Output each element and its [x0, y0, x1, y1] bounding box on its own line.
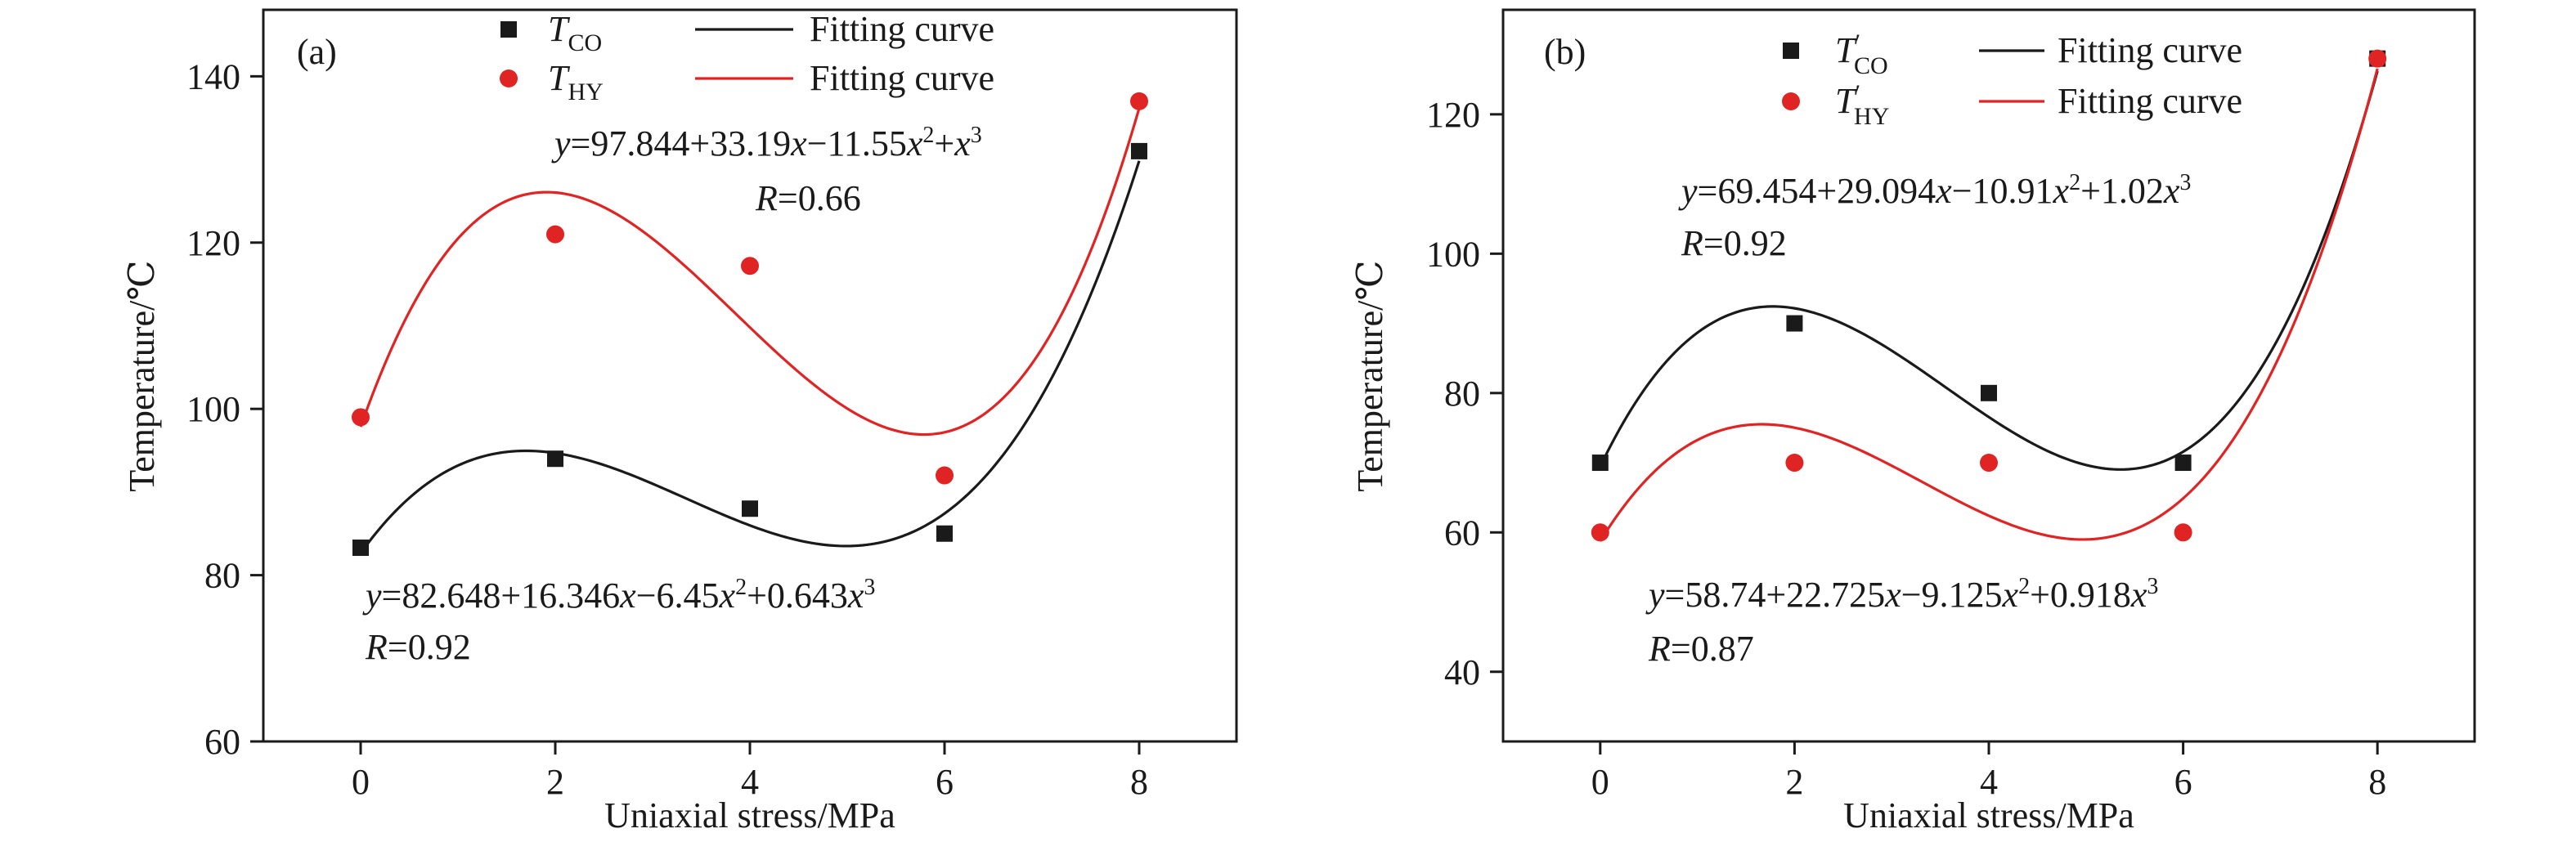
data-point-series-2: [936, 466, 954, 485]
data-point-series-2: [1785, 454, 1804, 473]
fitting-curve-series-2: [1599, 68, 2379, 542]
legend-line-label: Fitting curve: [810, 9, 994, 49]
data-point-series-1: [1131, 142, 1147, 159]
fit-r-value-series-1: R=0.92: [1681, 223, 1787, 263]
legend-series-name: T′ CO: [1835, 29, 1888, 79]
fit-r-value-series-1: R=0.92: [365, 627, 471, 667]
x-tick-label: 2: [1785, 762, 1803, 802]
legend-series-name: THY: [548, 58, 604, 105]
legend-marker: [1782, 92, 1800, 110]
fit-equation-series-2: y=97.844+33.19x−11.55x2+x3: [551, 123, 982, 163]
data-point-series-1: [936, 525, 953, 542]
data-point-series-1: [547, 450, 563, 468]
data-point-series-1: [1591, 455, 1609, 472]
data-point-series-2: [1130, 92, 1148, 110]
fit-r-value-series-2: R=0.87: [1648, 629, 1754, 669]
y-tick-label: 60: [204, 722, 240, 762]
data-point-series-1: [1981, 384, 1997, 401]
data-point-series-2: [546, 225, 564, 244]
fit-equation-series-1: y=69.454+29.094x−10.91x2+1.02x3: [1678, 170, 2191, 211]
legend-line-label: Fitting curve: [810, 58, 994, 98]
data-point-series-2: [2174, 523, 2192, 542]
x-tick-label: 4: [1980, 762, 1998, 802]
y-tick-label: 100: [1426, 234, 1480, 274]
x-tick-label: 6: [2174, 762, 2192, 802]
x-tick-label: 0: [1591, 762, 1609, 802]
chart-panel-a: 0 2 4 6 8 60 80 100 120 140 Uniaxial stress/MPa Tem…: [122, 8, 1238, 835]
chart-panel-b: 0 2 4 6 8 40 60 80 100 120 Uniaxial stress/MPa Temp…: [1350, 8, 2476, 835]
legend-marker: [1783, 43, 1799, 59]
legend-series-name: TCO: [548, 9, 602, 56]
x-axis-title: Uniaxial stress/MPa: [1843, 795, 2134, 835]
data-point-series-1: [352, 540, 369, 557]
y-tick-label: 60: [1444, 513, 1480, 553]
x-tick-label: 4: [741, 762, 759, 802]
data-point-series-2: [2368, 49, 2387, 68]
fit-r-value-series-2: R=0.66: [755, 178, 861, 218]
x-tick-label: 2: [546, 762, 564, 802]
x-tick-label: 8: [1130, 762, 1148, 802]
data-point-series-2: [1980, 454, 1998, 473]
fitting-curve-series-1: [359, 160, 1141, 554]
x-tick-label: 0: [352, 762, 370, 802]
y-tick-label: 100: [186, 389, 240, 429]
y-axis-title: Temperature/℃: [122, 260, 162, 491]
legend-marker: [500, 21, 517, 38]
data-point-series-1: [742, 500, 758, 517]
y-axis-title: Temperature/℃: [1350, 260, 1390, 491]
panel-label: (b): [1544, 32, 1586, 72]
fitting-curve-series-2: [359, 107, 1141, 437]
data-point-series-2: [352, 408, 370, 427]
data-point-series-2: [1591, 523, 1609, 542]
legend-marker: [500, 69, 518, 87]
legend-line-label: Fitting curve: [2058, 81, 2242, 121]
panel-label: (a): [297, 32, 337, 72]
data-point-series-1: [2174, 455, 2192, 472]
x-tick-label: 6: [936, 762, 954, 802]
y-tick-label: 80: [1444, 374, 1480, 414]
fit-equation-series-1: y=82.648+16.346x−6.45x2+0.643x3: [362, 575, 875, 616]
y-tick-label: 120: [1426, 95, 1480, 135]
y-tick-label: 80: [204, 556, 240, 596]
x-axis-title: Uniaxial stress/MPa: [604, 795, 895, 835]
legend-series-name: T′ HY: [1835, 80, 1889, 130]
y-tick-label: 120: [186, 223, 240, 263]
fit-equation-series-2: y=58.74+22.725x−9.125x2+0.918x3: [1645, 574, 2158, 615]
data-point-series-1: [1786, 315, 1803, 332]
legend-line-label: Fitting curve: [2058, 30, 2242, 70]
x-tick-label: 8: [2368, 762, 2386, 802]
data-point-series-2: [741, 257, 759, 275]
fitting-curve-series-1: [1599, 70, 2379, 471]
y-tick-label: 40: [1444, 652, 1480, 692]
y-tick-label: 140: [186, 56, 240, 96]
